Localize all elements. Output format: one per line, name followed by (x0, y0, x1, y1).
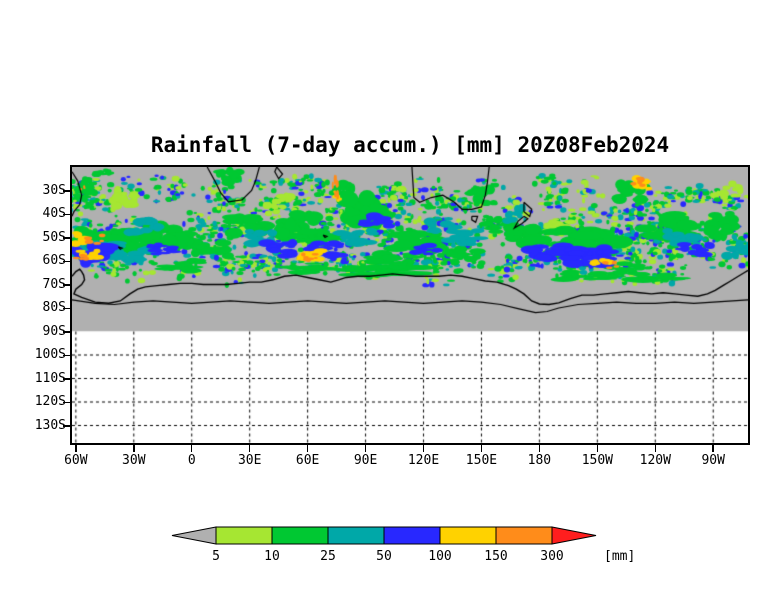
colorbar-segment (215, 526, 273, 545)
x-tick-mark (422, 445, 425, 452)
x-tick-mark (306, 445, 309, 452)
x-tick-label: 0 (187, 453, 196, 468)
x-tick-label: 120W (639, 453, 671, 468)
x-tick-label: 30W (122, 453, 146, 468)
y-tick-mark (63, 378, 70, 380)
x-tick-label: 120E (407, 453, 440, 468)
x-tick-mark (75, 445, 77, 452)
y-tick-mark (63, 425, 70, 427)
x-tick-mark (480, 445, 483, 452)
y-tick-label: 90S (42, 323, 66, 339)
colorbar-segment (383, 526, 441, 545)
x-tick-mark (190, 445, 193, 452)
colorbar-right-arrow (551, 526, 597, 545)
x-tick-label: 180 (527, 453, 552, 468)
colorbar-level-label: 300 (540, 549, 563, 564)
y-tick-mark (63, 260, 70, 262)
x-tick-mark (364, 445, 367, 452)
colorbar-level-label: 150 (484, 549, 507, 564)
colorbar-unit-label: [mm] (604, 549, 635, 564)
colorbar-segment (495, 526, 553, 545)
y-tick-mark (63, 213, 70, 215)
colorbar-left-arrow (171, 526, 217, 545)
y-tick-label: 40S (42, 206, 66, 221)
colorbar-segment (271, 526, 329, 545)
x-tick-mark (654, 445, 657, 452)
y-tick-mark (63, 284, 70, 286)
colorbar-segment (439, 526, 497, 545)
y-tick-mark (63, 307, 70, 309)
y-tick-mark (63, 354, 70, 356)
x-tick-label: 150W (581, 453, 613, 468)
colorbar-level-label: 25 (320, 549, 336, 564)
y-tick-label: 120S (34, 394, 66, 409)
y-tick-mark (63, 401, 70, 403)
y-tick-label: 80S (42, 300, 66, 315)
x-tick-label: 60W (64, 453, 88, 468)
y-tick-mark (63, 190, 70, 192)
y-tick-label: 110S (34, 370, 66, 386)
y-tick-label: 60S (42, 253, 66, 268)
colorbar-segment (327, 526, 385, 545)
x-tick-mark (538, 445, 541, 452)
x-tick-label: 60E (295, 453, 320, 468)
y-tick-label: 70S (42, 276, 66, 292)
rainfall-map-canvas (72, 167, 748, 443)
y-tick-label: 50S (42, 229, 66, 245)
y-tick-label: 130S (34, 417, 66, 433)
x-tick-label: 90W (701, 453, 725, 468)
x-tick-mark (248, 445, 251, 452)
colorbar-level-label: 5 (212, 549, 220, 564)
x-tick-label: 30E (237, 453, 262, 468)
x-tick-mark (596, 445, 599, 452)
chart-title: Rainfall (7-day accum.) [mm] 20Z08Feb202… (150, 133, 670, 157)
y-tick-mark (63, 237, 70, 239)
y-tick-mark (63, 331, 70, 333)
x-tick-label: 90E (353, 453, 378, 468)
colorbar-level-label: 10 (264, 549, 280, 564)
y-tick-label: 100S (34, 347, 66, 362)
map-plot-area (70, 165, 750, 445)
x-tick-mark (133, 445, 135, 452)
colorbar-level-label: 100 (428, 549, 451, 564)
x-tick-mark (712, 445, 714, 452)
colorbar-level-label: 50 (376, 549, 392, 564)
y-tick-label: 30S (42, 182, 66, 198)
x-tick-label: 150E (465, 453, 498, 468)
colorbar: 5 10 25 50 100 150 300 [mm] (171, 526, 635, 564)
